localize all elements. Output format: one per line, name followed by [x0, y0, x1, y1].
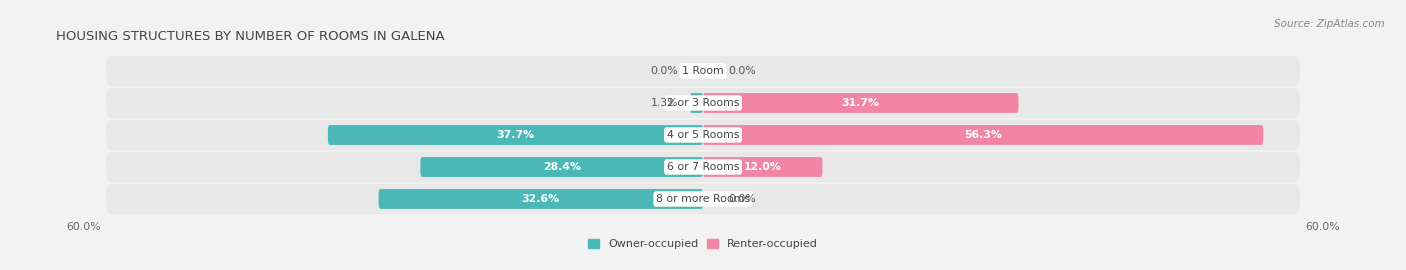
- Text: 0.0%: 0.0%: [728, 194, 755, 204]
- Text: 56.3%: 56.3%: [965, 130, 1002, 140]
- Text: 0.0%: 0.0%: [728, 66, 755, 76]
- FancyBboxPatch shape: [105, 184, 1301, 214]
- Text: 1 Room: 1 Room: [682, 66, 724, 76]
- FancyBboxPatch shape: [703, 93, 1018, 113]
- Text: HOUSING STRUCTURES BY NUMBER OF ROOMS IN GALENA: HOUSING STRUCTURES BY NUMBER OF ROOMS IN…: [56, 30, 444, 43]
- Text: 4 or 5 Rooms: 4 or 5 Rooms: [666, 130, 740, 140]
- Text: 32.6%: 32.6%: [522, 194, 560, 204]
- FancyBboxPatch shape: [690, 93, 703, 113]
- FancyBboxPatch shape: [703, 157, 823, 177]
- Text: Source: ZipAtlas.com: Source: ZipAtlas.com: [1274, 19, 1385, 29]
- Text: 6 or 7 Rooms: 6 or 7 Rooms: [666, 162, 740, 172]
- FancyBboxPatch shape: [703, 125, 1263, 145]
- Text: 60.0%: 60.0%: [1305, 222, 1340, 232]
- FancyBboxPatch shape: [420, 157, 703, 177]
- Text: 31.7%: 31.7%: [842, 98, 880, 108]
- FancyBboxPatch shape: [378, 189, 703, 209]
- Legend: Owner-occupied, Renter-occupied: Owner-occupied, Renter-occupied: [583, 235, 823, 254]
- FancyBboxPatch shape: [328, 125, 703, 145]
- Text: 8 or more Rooms: 8 or more Rooms: [657, 194, 749, 204]
- FancyBboxPatch shape: [105, 88, 1301, 118]
- FancyBboxPatch shape: [105, 56, 1301, 86]
- FancyBboxPatch shape: [105, 152, 1301, 182]
- Text: 1.3%: 1.3%: [651, 98, 678, 108]
- Text: 28.4%: 28.4%: [543, 162, 581, 172]
- Text: 60.0%: 60.0%: [66, 222, 101, 232]
- Text: 12.0%: 12.0%: [744, 162, 782, 172]
- Text: 2 or 3 Rooms: 2 or 3 Rooms: [666, 98, 740, 108]
- FancyBboxPatch shape: [105, 120, 1301, 150]
- Text: 0.0%: 0.0%: [651, 66, 678, 76]
- Text: 37.7%: 37.7%: [496, 130, 534, 140]
